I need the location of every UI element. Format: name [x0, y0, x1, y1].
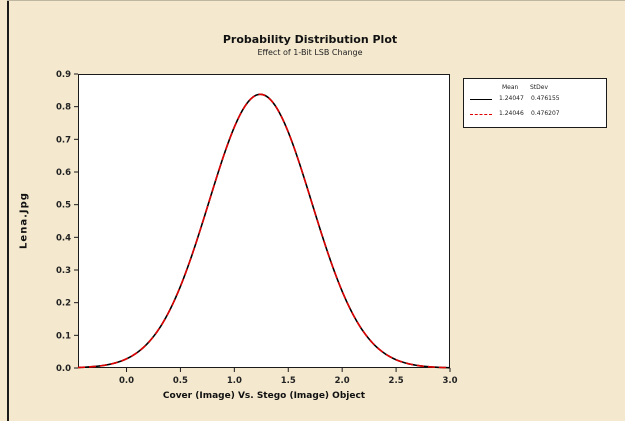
x-axis-ticks: 0.0 0.5 1.0 1.5 2.0 2.5 3.0	[119, 368, 458, 386]
y-tick-label: 0.5	[56, 201, 71, 211]
legend: Mean StDev 1.24047 0.476155 1.24046 0.47…	[463, 78, 607, 128]
series-layer	[77, 93, 451, 369]
x-tick-label: 2.0	[335, 376, 350, 386]
window-frame-top	[7, 0, 625, 1]
chart-title: Probability Distribution Plot	[222, 33, 398, 46]
legend-header-stdev: StDev	[530, 84, 549, 91]
y-tick-label: 0.8	[56, 103, 71, 113]
series-line-solid	[77, 93, 451, 369]
y-tick-label: 0.4	[56, 233, 71, 243]
legend-mean-value: 1.24046	[499, 110, 524, 117]
y-tick-label: 0.2	[56, 299, 71, 309]
y-axis-ticks: 0.0 0.1 0.2 0.3 0.4 0.5 0.6 0.7 0.8 0.9	[56, 70, 78, 374]
x-axis-label: Cover (Image) Vs. Stego (Image) Object	[162, 391, 366, 401]
y-tick-label: 0.0	[56, 364, 71, 374]
y-tick-label: 0.7	[56, 135, 71, 145]
y-axis-label: Lena.Jpg	[18, 192, 30, 249]
x-tick-label: 1.5	[281, 376, 296, 386]
legend-swatch-dashed	[470, 114, 492, 115]
chart-subtitle: Effect of 1-Bit LSB Change	[257, 48, 363, 57]
legend-stdev-value: 0.476155	[531, 95, 560, 102]
legend-entry: 1.24046 0.476207	[464, 109, 606, 121]
legend-mean-value: 1.24047	[499, 95, 524, 102]
y-tick-label: 0.3	[56, 266, 71, 276]
legend-entry: 1.24047 0.476155	[464, 94, 606, 106]
x-tick-label: 2.5	[389, 376, 404, 386]
x-tick-label: 3.0	[442, 376, 457, 386]
x-tick-label: 0.0	[119, 376, 134, 386]
legend-header-mean: Mean	[502, 84, 519, 91]
y-tick-label: 0.9	[56, 70, 71, 80]
plot-area	[78, 74, 450, 368]
window-frame-left	[7, 0, 9, 421]
legend-stdev-value: 0.476207	[531, 110, 560, 117]
x-tick-label: 0.5	[173, 376, 188, 386]
series-line-dashed	[77, 93, 451, 369]
y-tick-label: 0.1	[56, 331, 71, 341]
y-tick-label: 0.6	[56, 168, 71, 178]
x-tick-label: 1.0	[227, 376, 242, 386]
legend-swatch-solid	[470, 99, 492, 100]
